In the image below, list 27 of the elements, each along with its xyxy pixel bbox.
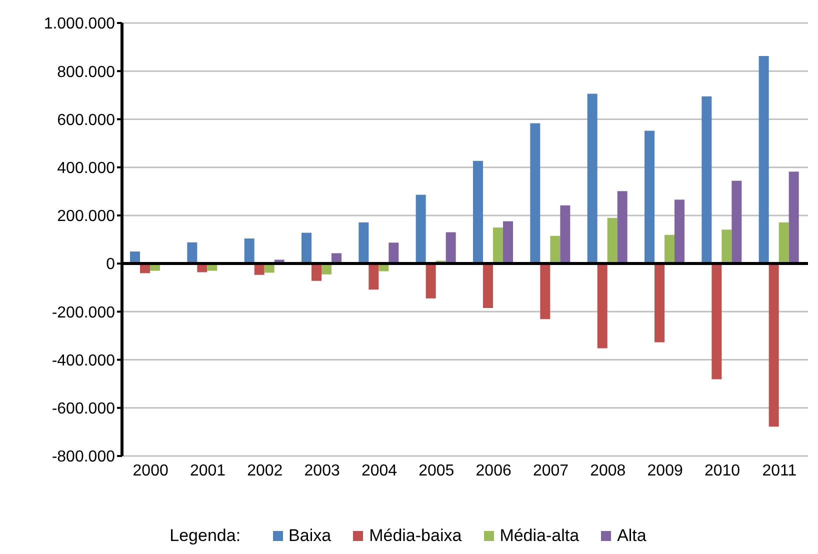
y-tick-label: 0: [106, 256, 116, 274]
x-tick-label: 2002: [247, 462, 283, 480]
y-tick-label: 800.000: [57, 64, 116, 81]
x-tick-label: 2010: [704, 462, 740, 480]
y-tick-label: 200.000: [57, 208, 116, 226]
y-tick-label: 400.000: [57, 160, 116, 178]
x-tick-label: 2007: [532, 462, 569, 480]
x-tick-label: 2009: [647, 462, 683, 480]
y-tick-label: -200.000: [52, 304, 116, 322]
x-tick-label: 2003: [304, 462, 340, 480]
x-tick-label: 2004: [361, 462, 398, 480]
x-tick-label: 2006: [476, 462, 512, 480]
legend-label: Baixa: [288, 526, 332, 546]
y-tick-label: -400.000: [52, 352, 116, 370]
legend-label: Média-alta: [498, 526, 580, 546]
legend-label: Alta: [616, 526, 646, 546]
y-tick-label: 1.000.000: [44, 16, 116, 33]
y-tick-label: -800.000: [52, 448, 116, 466]
legend-title: Legenda:: [170, 526, 241, 546]
y-tick-label: -600.000: [52, 400, 116, 418]
legend-label: Média-baixa: [368, 526, 462, 546]
x-tick-label: 2001: [190, 462, 226, 480]
x-tick-label: 2000: [132, 462, 168, 480]
x-tick-label: 2008: [590, 462, 626, 480]
y-tick-label: 600.000: [57, 112, 116, 129]
x-tick-label: 2005: [418, 462, 454, 480]
x-tick-label: 2011: [762, 462, 797, 480]
